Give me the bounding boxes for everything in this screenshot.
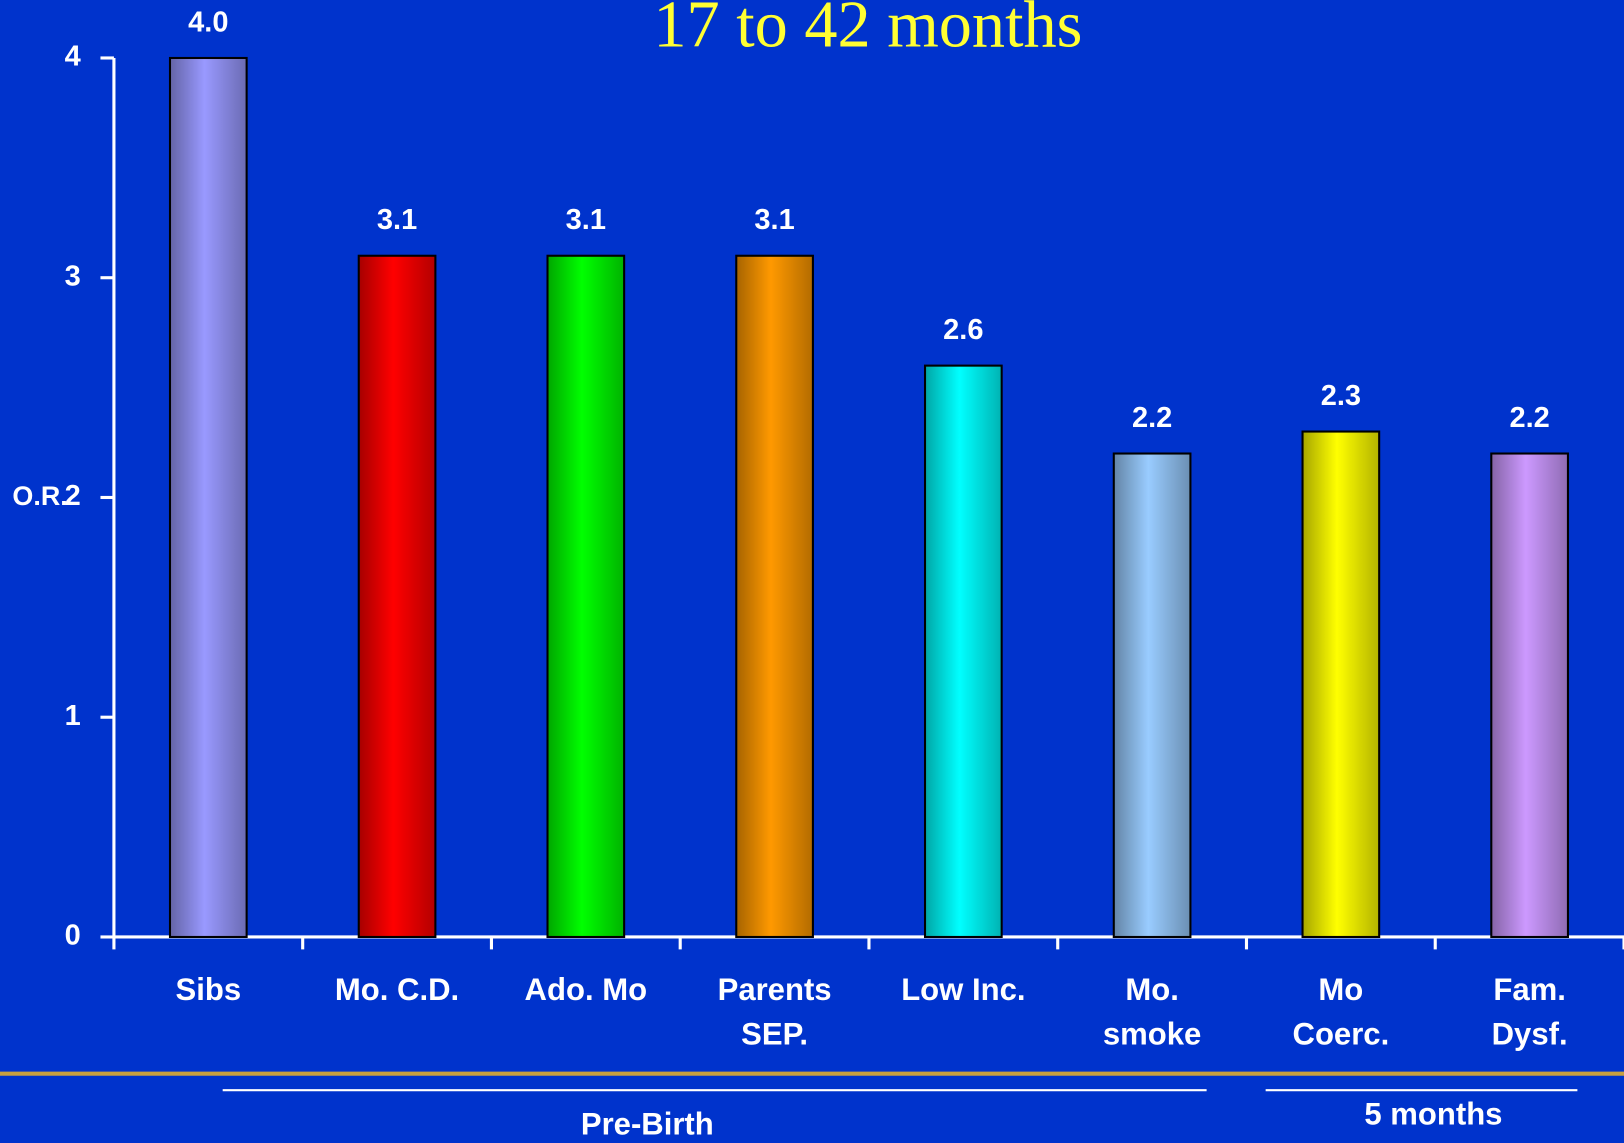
value-label: 2.2 [1509,402,1549,434]
y-tick-label: 3 [65,260,81,292]
y-tick-label: 1 [65,700,81,732]
x-tick-label: Fam. Dysf. [1491,973,1568,1052]
x-tick-label-box: Low Inc. [901,973,1026,1008]
y-tick-label: 0 [65,920,81,952]
chart-title: 17 to 42 months [653,0,1082,61]
x-tick-label: Mo. C.D. [334,973,460,1008]
value-label: 3.1 [377,204,417,236]
y-tick-label: 2 [65,480,81,512]
x-tick-label-box: Sibs [175,973,242,1008]
group-label: Pre-Birth [581,1107,714,1142]
value-label: 2.6 [943,314,983,346]
x-tick-label: Low Inc. [901,973,1026,1008]
x-tick-label: Ado. Mo [524,973,648,1008]
value-label: 3.1 [566,204,606,236]
y-tick-label: 4 [65,41,81,73]
y-axis-label: O.R. [12,481,67,511]
value-label: 4.0 [188,6,228,38]
x-tick-label-box: Parents SEP. [717,973,832,1052]
x-tick-label: Mo Coerc. [1292,973,1390,1052]
bar-shade [1113,453,1191,937]
group-label: 5 months [1364,1096,1502,1131]
bar-shade [358,255,436,937]
x-tick-label: Sibs [175,973,242,1008]
value-label: 2.3 [1321,380,1361,412]
x-tick-label-box: Mo Coerc. [1292,973,1390,1052]
bar-shade [925,365,1002,937]
bar-shade [1491,453,1568,937]
x-tick-label-box: Mo. C.D. [334,973,460,1008]
bar-shade [169,57,247,937]
bar-shade [736,255,813,937]
x-tick-label: Mo. smoke [1102,973,1202,1052]
bar-shade [1302,431,1380,937]
x-tick-label-box: Fam. Dysf. [1491,973,1568,1052]
bar-shade [547,255,625,937]
x-tick-label-box: Mo. smoke [1102,973,1202,1052]
x-tick-label-box: Ado. Mo [524,973,648,1008]
x-tick-label: Parents SEP. [717,973,832,1052]
value-label: 2.2 [1132,402,1172,434]
value-label: 3.1 [754,204,794,236]
